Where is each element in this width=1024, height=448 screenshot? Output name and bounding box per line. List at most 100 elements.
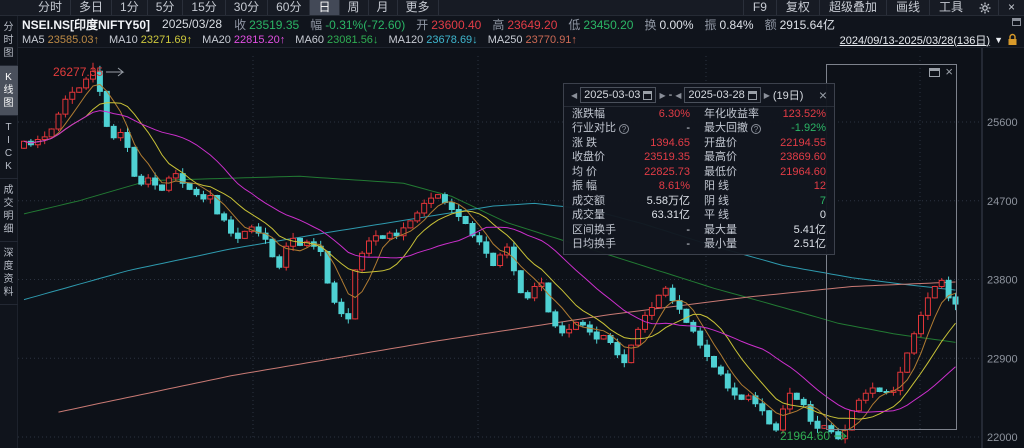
ma-name: MA10 [109, 33, 138, 46]
tab-日[interactable]: 日 [310, 0, 340, 15]
tab-5分[interactable]: 5分 [148, 0, 184, 15]
toolbar-item-画线[interactable]: 画线 [885, 0, 929, 15]
quote-field-value: 0.00% [659, 17, 694, 32]
stats-row: 收盘价 23519.35 最高价 23869.60 [572, 151, 826, 164]
stat-label: 涨 跌 [572, 136, 598, 149]
help-icon[interactable]: ? [619, 123, 629, 134]
stat-value: 22825.73 [644, 165, 690, 178]
date-to-value: 2025-03-28 [688, 89, 745, 101]
quote-field-value: -0.31%(-72.60) [325, 17, 406, 32]
sidebar-item-分时图[interactable]: 分时图 [0, 16, 18, 66]
date-range-label[interactable]: 2024/09/13-2025/03/28(136日) [839, 34, 991, 47]
quote-field-高: 高 23649.20 [492, 18, 557, 32]
tab-多日[interactable]: 多日 [71, 0, 113, 15]
quote-field-label: 收 [234, 17, 247, 32]
calendar-icon[interactable] [747, 90, 757, 100]
quote-field-value: 23600.40 [431, 17, 482, 32]
date-range-selector[interactable]: 2024/09/13-2025/03/28(136日) ▼ [840, 32, 1018, 48]
stat-value: 21964.60 [780, 165, 826, 178]
gear-icon[interactable] [972, 2, 998, 14]
ma-name: MA120 [388, 33, 424, 46]
date-to-prev-icon[interactable]: ◀ [675, 90, 682, 100]
toolbar-item-工具[interactable]: 工具 [928, 0, 972, 15]
date-to-picker[interactable]: 2025-03-28 [684, 87, 761, 103]
ma-item-MA250: MA250 23770.91↑ [488, 34, 577, 46]
date-from-next-icon[interactable]: ▶ [659, 90, 666, 100]
stat-value: 2.51亿 [793, 237, 826, 250]
y-axis-tick: 22000 [987, 432, 1018, 444]
ma-value: 23585.03↑ [47, 33, 100, 46]
stat-label: 最大量 [704, 223, 737, 236]
toolbar-item-F9[interactable]: F9 [742, 0, 776, 15]
panel-close-icon[interactable]: × [818, 87, 827, 103]
quote-field-振: 振 0.84% [705, 18, 754, 32]
date-separator: - [668, 89, 673, 101]
stat-value: 23519.35 [644, 151, 690, 164]
date-from-value: 2025-03-03 [584, 89, 641, 101]
sidebar-item-成交明细[interactable]: 成交明细 [0, 179, 18, 242]
range-selection-box[interactable]: × [826, 64, 957, 430]
stats-row: 行业对比? - 最大回撤? -1.92% [572, 122, 826, 135]
stats-row: 日均换手 - 最小量 2.51亿 [572, 238, 826, 251]
quote-field-幅: 幅 -0.31%(-72.60) [310, 18, 405, 32]
ma-name: MA60 [295, 33, 325, 46]
date-from-picker[interactable]: 2025-03-03 [580, 87, 657, 103]
symbol-name: NSEI.NS[印度NIFTY50] [22, 17, 151, 32]
calendar-icon[interactable] [643, 90, 653, 100]
ma-value: 23770.91↑ [525, 33, 577, 46]
tab-月[interactable]: 月 [369, 0, 398, 15]
selection-controls: × [929, 64, 953, 79]
toolbar-item-超级叠加[interactable]: 超级叠加 [818, 0, 886, 15]
selection-close-icon[interactable]: × [945, 64, 953, 79]
stat-label: 年化收益率 [704, 108, 759, 120]
ma-value: 23081.56↓ [327, 33, 379, 46]
mini-window-icon[interactable] [1012, 18, 1021, 26]
quote-fields: 收 23519.35 幅 -0.31%(-72.60) 开 23600.40 高 23649.… [234, 16, 846, 33]
y-axis-tick: 23800 [987, 275, 1018, 287]
date-from-prev-icon[interactable]: ◀ [571, 90, 578, 100]
help-icon[interactable]: ? [751, 123, 761, 134]
stats-row: 成交量 63.31亿 平 线 0 [572, 209, 826, 222]
ma-line-MA10 [23, 102, 956, 420]
tab-30分[interactable]: 30分 [226, 0, 269, 15]
stat-value: 7 [819, 194, 826, 207]
tab-分时[interactable]: 分时 [30, 0, 72, 15]
stat-value: 5.58万亿 [646, 194, 690, 207]
tab-60分[interactable]: 60分 [268, 0, 311, 15]
quote-field-额: 额 2915.64亿 [765, 18, 835, 32]
period-tabs: 分时 多日 1分 5分 15分 30分 60分日周月更多 [30, 0, 439, 15]
ma-line-MA250 [58, 281, 956, 413]
ma-value: 23271.69↑ [140, 33, 193, 46]
candlestick-chart[interactable]: 25600 24700 23800 22900 22000 26277.35 21964.6… [18, 48, 1024, 448]
quote-field-label: 额 [764, 17, 777, 32]
stat-label: 收盘价 [572, 151, 605, 164]
sidebar-item-深度资料[interactable]: 深度资料 [0, 242, 18, 305]
ma-name: MA20 [202, 33, 231, 46]
tab-1分[interactable]: 1分 [112, 0, 148, 15]
tab-15分[interactable]: 15分 [183, 0, 226, 15]
stat-label: 日均换手 [572, 237, 616, 250]
date-to-next-icon[interactable]: ▶ [763, 90, 770, 100]
stat-value: 8.61% [658, 180, 690, 193]
stats-row: 涨 跌 1394.65 开盘价 22194.55 [572, 137, 826, 150]
ma-indicator-bar: MA5 23585.03↑ MA10 23271.69↑ MA20 22815.20↑ MA… [0, 32, 1024, 48]
stat-value: - [686, 223, 690, 236]
stat-value: 12 [813, 180, 826, 193]
window-close-icon[interactable]: × [997, 0, 1024, 15]
tab-更多[interactable]: 更多 [398, 0, 439, 15]
stat-value: 63.31亿 [651, 209, 690, 222]
days-count: (19日) [772, 90, 804, 102]
period-toolbar: 分时 多日 1分 5分 15分 30分 60分日周月更多 F9 复权 超级叠加 画线 工具 × [0, 0, 1024, 16]
toolbar-item-复权[interactable]: 复权 [775, 0, 819, 15]
chevron-down-icon[interactable]: ▼ [994, 34, 1003, 45]
ma-name: MA5 [22, 33, 45, 46]
stat-label: 行业对比? [572, 122, 634, 135]
quote-field-换: 换 0.00% [644, 18, 693, 32]
tab-周[interactable]: 周 [340, 0, 369, 15]
restore-window-icon[interactable] [929, 67, 941, 77]
stat-value: 23869.60 [780, 151, 826, 164]
stat-value: 6.30% [658, 108, 690, 120]
quote-field-value: 23519.35 [249, 17, 300, 32]
